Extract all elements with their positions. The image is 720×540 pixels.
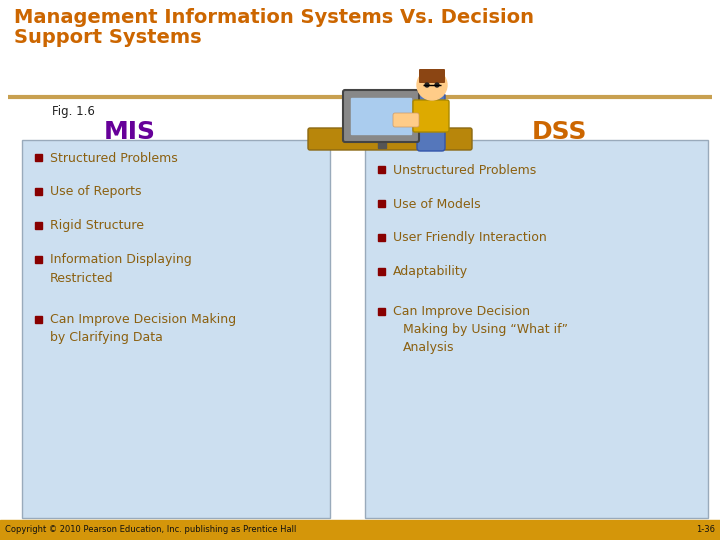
Bar bbox=[35, 221, 42, 228]
Circle shape bbox=[425, 83, 429, 87]
Bar bbox=[378, 267, 385, 274]
Bar bbox=[35, 255, 42, 262]
Bar bbox=[351, 98, 411, 134]
Bar bbox=[35, 187, 42, 194]
Text: Can Improve Decision: Can Improve Decision bbox=[393, 306, 530, 319]
FancyBboxPatch shape bbox=[308, 128, 472, 150]
Text: Use of Models: Use of Models bbox=[393, 198, 481, 211]
Text: Structured Problems: Structured Problems bbox=[50, 152, 178, 165]
Text: MIS: MIS bbox=[104, 120, 156, 144]
FancyBboxPatch shape bbox=[413, 100, 449, 132]
Bar bbox=[0, 520, 720, 540]
Bar bbox=[365, 140, 708, 518]
Text: Can Improve Decision Making: Can Improve Decision Making bbox=[50, 314, 236, 327]
Bar bbox=[378, 199, 385, 206]
Text: Fig. 1.6: Fig. 1.6 bbox=[52, 105, 95, 118]
FancyBboxPatch shape bbox=[419, 69, 445, 83]
FancyBboxPatch shape bbox=[417, 93, 445, 151]
Text: Copyright © 2010 Pearson Education, Inc. publishing as Prentice Hall: Copyright © 2010 Pearson Education, Inc.… bbox=[5, 525, 297, 535]
Text: Analysis: Analysis bbox=[403, 341, 454, 354]
Text: Management Information Systems Vs. Decision: Management Information Systems Vs. Decis… bbox=[14, 8, 534, 27]
Text: Use of Reports: Use of Reports bbox=[50, 186, 142, 199]
FancyBboxPatch shape bbox=[393, 113, 419, 127]
FancyBboxPatch shape bbox=[343, 90, 419, 142]
Text: Adaptability: Adaptability bbox=[393, 266, 468, 279]
Text: by Clarifying Data: by Clarifying Data bbox=[50, 332, 163, 345]
Bar bbox=[35, 153, 42, 160]
Text: Support Systems: Support Systems bbox=[14, 28, 202, 47]
Bar bbox=[378, 165, 385, 172]
Text: Restricted: Restricted bbox=[50, 272, 114, 285]
Text: DSS: DSS bbox=[532, 120, 588, 144]
Text: Unstructured Problems: Unstructured Problems bbox=[393, 164, 536, 177]
Text: User Friendly Interaction: User Friendly Interaction bbox=[393, 232, 546, 245]
Circle shape bbox=[417, 70, 447, 100]
Text: Information Displaying: Information Displaying bbox=[50, 253, 192, 267]
Text: Making by Using “What if”: Making by Using “What if” bbox=[403, 323, 568, 336]
Circle shape bbox=[435, 83, 439, 87]
Bar bbox=[22, 140, 330, 518]
Bar bbox=[35, 315, 42, 322]
Bar bbox=[378, 233, 385, 240]
Bar bbox=[378, 307, 385, 314]
Text: Rigid Structure: Rigid Structure bbox=[50, 219, 144, 233]
Text: 1-36: 1-36 bbox=[696, 525, 715, 535]
Bar bbox=[378, 136, 386, 148]
